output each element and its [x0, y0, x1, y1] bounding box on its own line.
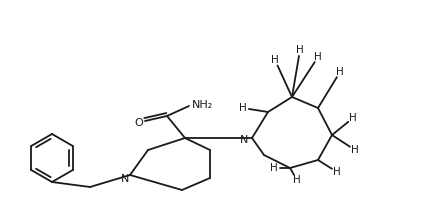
Text: N: N	[239, 135, 248, 145]
Text: O: O	[134, 118, 143, 128]
Text: H: H	[239, 103, 246, 113]
Text: NH₂: NH₂	[192, 100, 213, 110]
Text: H: H	[292, 175, 300, 185]
Text: H: H	[332, 167, 340, 177]
Text: H: H	[270, 55, 278, 65]
Text: H: H	[350, 145, 358, 155]
Text: H: H	[313, 52, 321, 62]
Text: H: H	[335, 67, 343, 77]
Text: H: H	[295, 45, 303, 55]
Text: H: H	[348, 113, 356, 123]
Text: H: H	[270, 163, 277, 173]
Text: N: N	[120, 174, 129, 184]
